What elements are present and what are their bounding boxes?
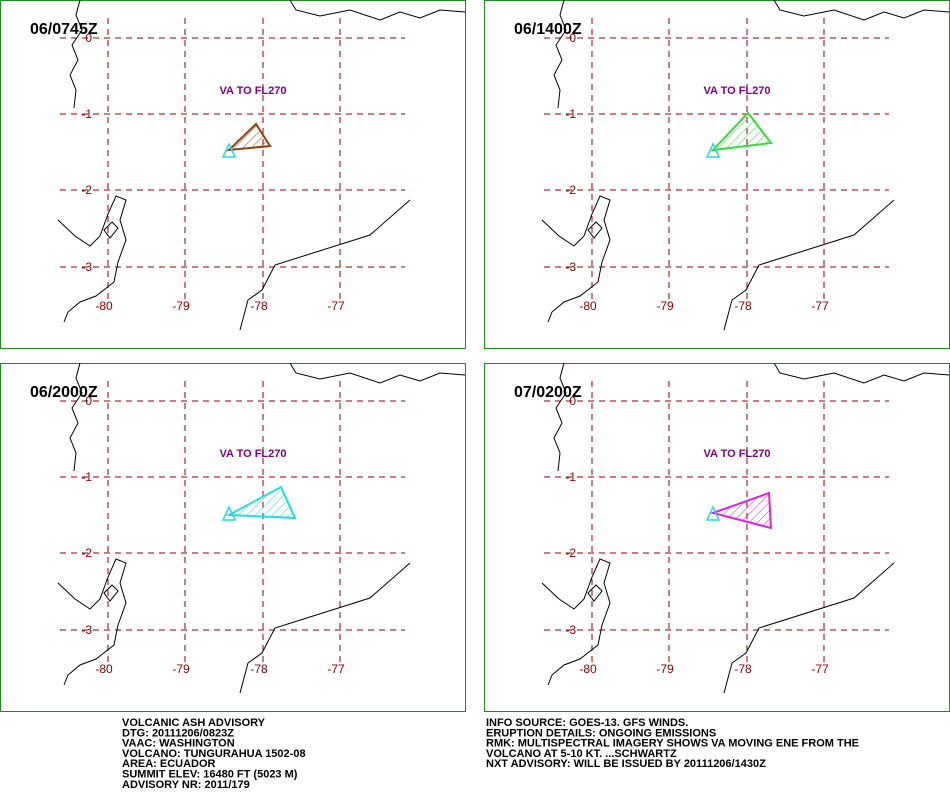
map-panel: 0 -1 -2 -3 -80 -79 -78 -77 VA TO FL270 06/0745Z — [0, 0, 466, 349]
coastline — [553, 0, 567, 109]
advisory-line: VOLCANO: TUNGURAHUA 1502-08 — [122, 748, 306, 760]
lat-label: 0 — [85, 394, 92, 408]
coastline — [773, 362, 950, 384]
map-panel: 0 -1 -2 -3 -80 -79 -78 -77 VA TO FL270 07/0200Z — [484, 362, 950, 712]
ash-area — [709, 491, 773, 530]
coastline — [553, 362, 567, 472]
coastline — [541, 558, 611, 686]
ash-annotation: VA TO FL270 — [219, 85, 286, 97]
lat-label: -2 — [565, 546, 576, 560]
lon-label: -78 — [734, 299, 752, 313]
lat-label: -1 — [565, 470, 576, 484]
valid-time: 06/2000Z — [30, 384, 98, 401]
ash-annotation: VA TO FL270 — [219, 448, 286, 460]
lat-label: 0 — [569, 31, 576, 45]
lon-label: -77 — [327, 299, 345, 313]
panel-border — [484, 363, 950, 712]
lon-label: -77 — [811, 299, 829, 313]
lon-label: -78 — [734, 662, 752, 676]
volcano-symbol — [221, 142, 237, 158]
lat-label: -3 — [565, 260, 576, 274]
lat-label: -1 — [565, 107, 576, 121]
coastline — [289, 362, 466, 384]
lon-label: -80 — [579, 299, 597, 313]
coastline — [103, 221, 119, 239]
coastline — [723, 562, 895, 694]
valid-time: 07/0200Z — [514, 384, 582, 401]
coastline — [69, 0, 83, 109]
lat-label: -3 — [565, 623, 576, 637]
lat-label: -3 — [81, 260, 92, 274]
coastline — [69, 362, 83, 472]
coastline — [57, 195, 127, 323]
lon-label: -78 — [250, 662, 268, 676]
coastline — [587, 584, 603, 602]
coastline — [289, 0, 466, 21]
advisory-line: VAAC: WASHINGTON — [122, 738, 235, 750]
lon-label: -80 — [579, 662, 597, 676]
advisory-line: INFO SOURCE: GOES-13. GFS WINDS. — [486, 717, 688, 729]
lat-label: -3 — [81, 623, 92, 637]
valid-time: 06/0745Z — [30, 21, 98, 38]
advisory-line: ERUPTION DETAILS: ONGOING EMISSIONS — [486, 727, 716, 739]
lon-label: -80 — [95, 299, 113, 313]
volcano-symbol — [705, 505, 721, 521]
lat-label: -1 — [81, 470, 92, 484]
lon-label: -79 — [172, 299, 190, 313]
advisory-line: NXT ADVISORY: WILL BE ISSUED BY 20111206… — [486, 758, 766, 770]
map-panel: 0 -1 -2 -3 -80 -79 -78 -77 VA TO FL270 06/2000Z — [0, 362, 466, 712]
advisory-line: SUMMIT ELEV: 16480 FT (5023 M) — [122, 769, 298, 781]
ash-area — [225, 485, 297, 520]
coastline — [773, 0, 950, 21]
volcano-symbol — [705, 142, 721, 158]
panel-border — [484, 0, 950, 349]
lon-label: -78 — [250, 299, 268, 313]
ash-annotation: VA TO FL270 — [703, 85, 770, 97]
lat-label: 0 — [85, 31, 92, 45]
valid-time: 06/1400Z — [514, 21, 582, 38]
lat-label: -2 — [81, 546, 92, 560]
advisory-line: VOLCANO AT 5-10 KT. ...SCHWARTZ — [486, 748, 677, 760]
lat-label: -1 — [81, 107, 92, 121]
coastline — [541, 195, 611, 323]
coastline — [239, 199, 411, 331]
panel-border — [0, 363, 466, 712]
ash-area — [710, 111, 773, 152]
volcano-symbol — [221, 505, 237, 521]
lon-label: -80 — [95, 662, 113, 676]
coastline — [239, 562, 411, 694]
panel-border — [0, 0, 466, 349]
lat-label: 0 — [569, 394, 576, 408]
lon-label: -79 — [656, 662, 674, 676]
coastline — [57, 558, 127, 686]
lat-label: -2 — [565, 183, 576, 197]
advisory-line: ADVISORY NR: 2011/179 — [122, 779, 250, 791]
advisory-line: AREA: ECUADOR — [122, 758, 216, 770]
lon-label: -79 — [656, 299, 674, 313]
advisory-line: VOLCANIC ASH ADVISORY — [122, 717, 266, 729]
advisory-line: DTG: 20111206/0823Z — [122, 727, 234, 739]
ash-area — [226, 122, 272, 152]
coastline — [103, 584, 119, 602]
advisory-line: RMK: MULTISPECTRAL IMAGERY SHOWS VA MOVI… — [486, 738, 859, 750]
coastline — [587, 221, 603, 239]
lon-label: -77 — [811, 662, 829, 676]
coastline — [723, 199, 895, 331]
lon-label: -77 — [327, 662, 345, 676]
lon-label: -79 — [172, 662, 190, 676]
ash-annotation: VA TO FL270 — [703, 448, 770, 460]
lat-label: -2 — [81, 183, 92, 197]
map-panel: 0 -1 -2 -3 -80 -79 -78 -77 VA TO FL270 06/1400Z — [484, 0, 950, 349]
